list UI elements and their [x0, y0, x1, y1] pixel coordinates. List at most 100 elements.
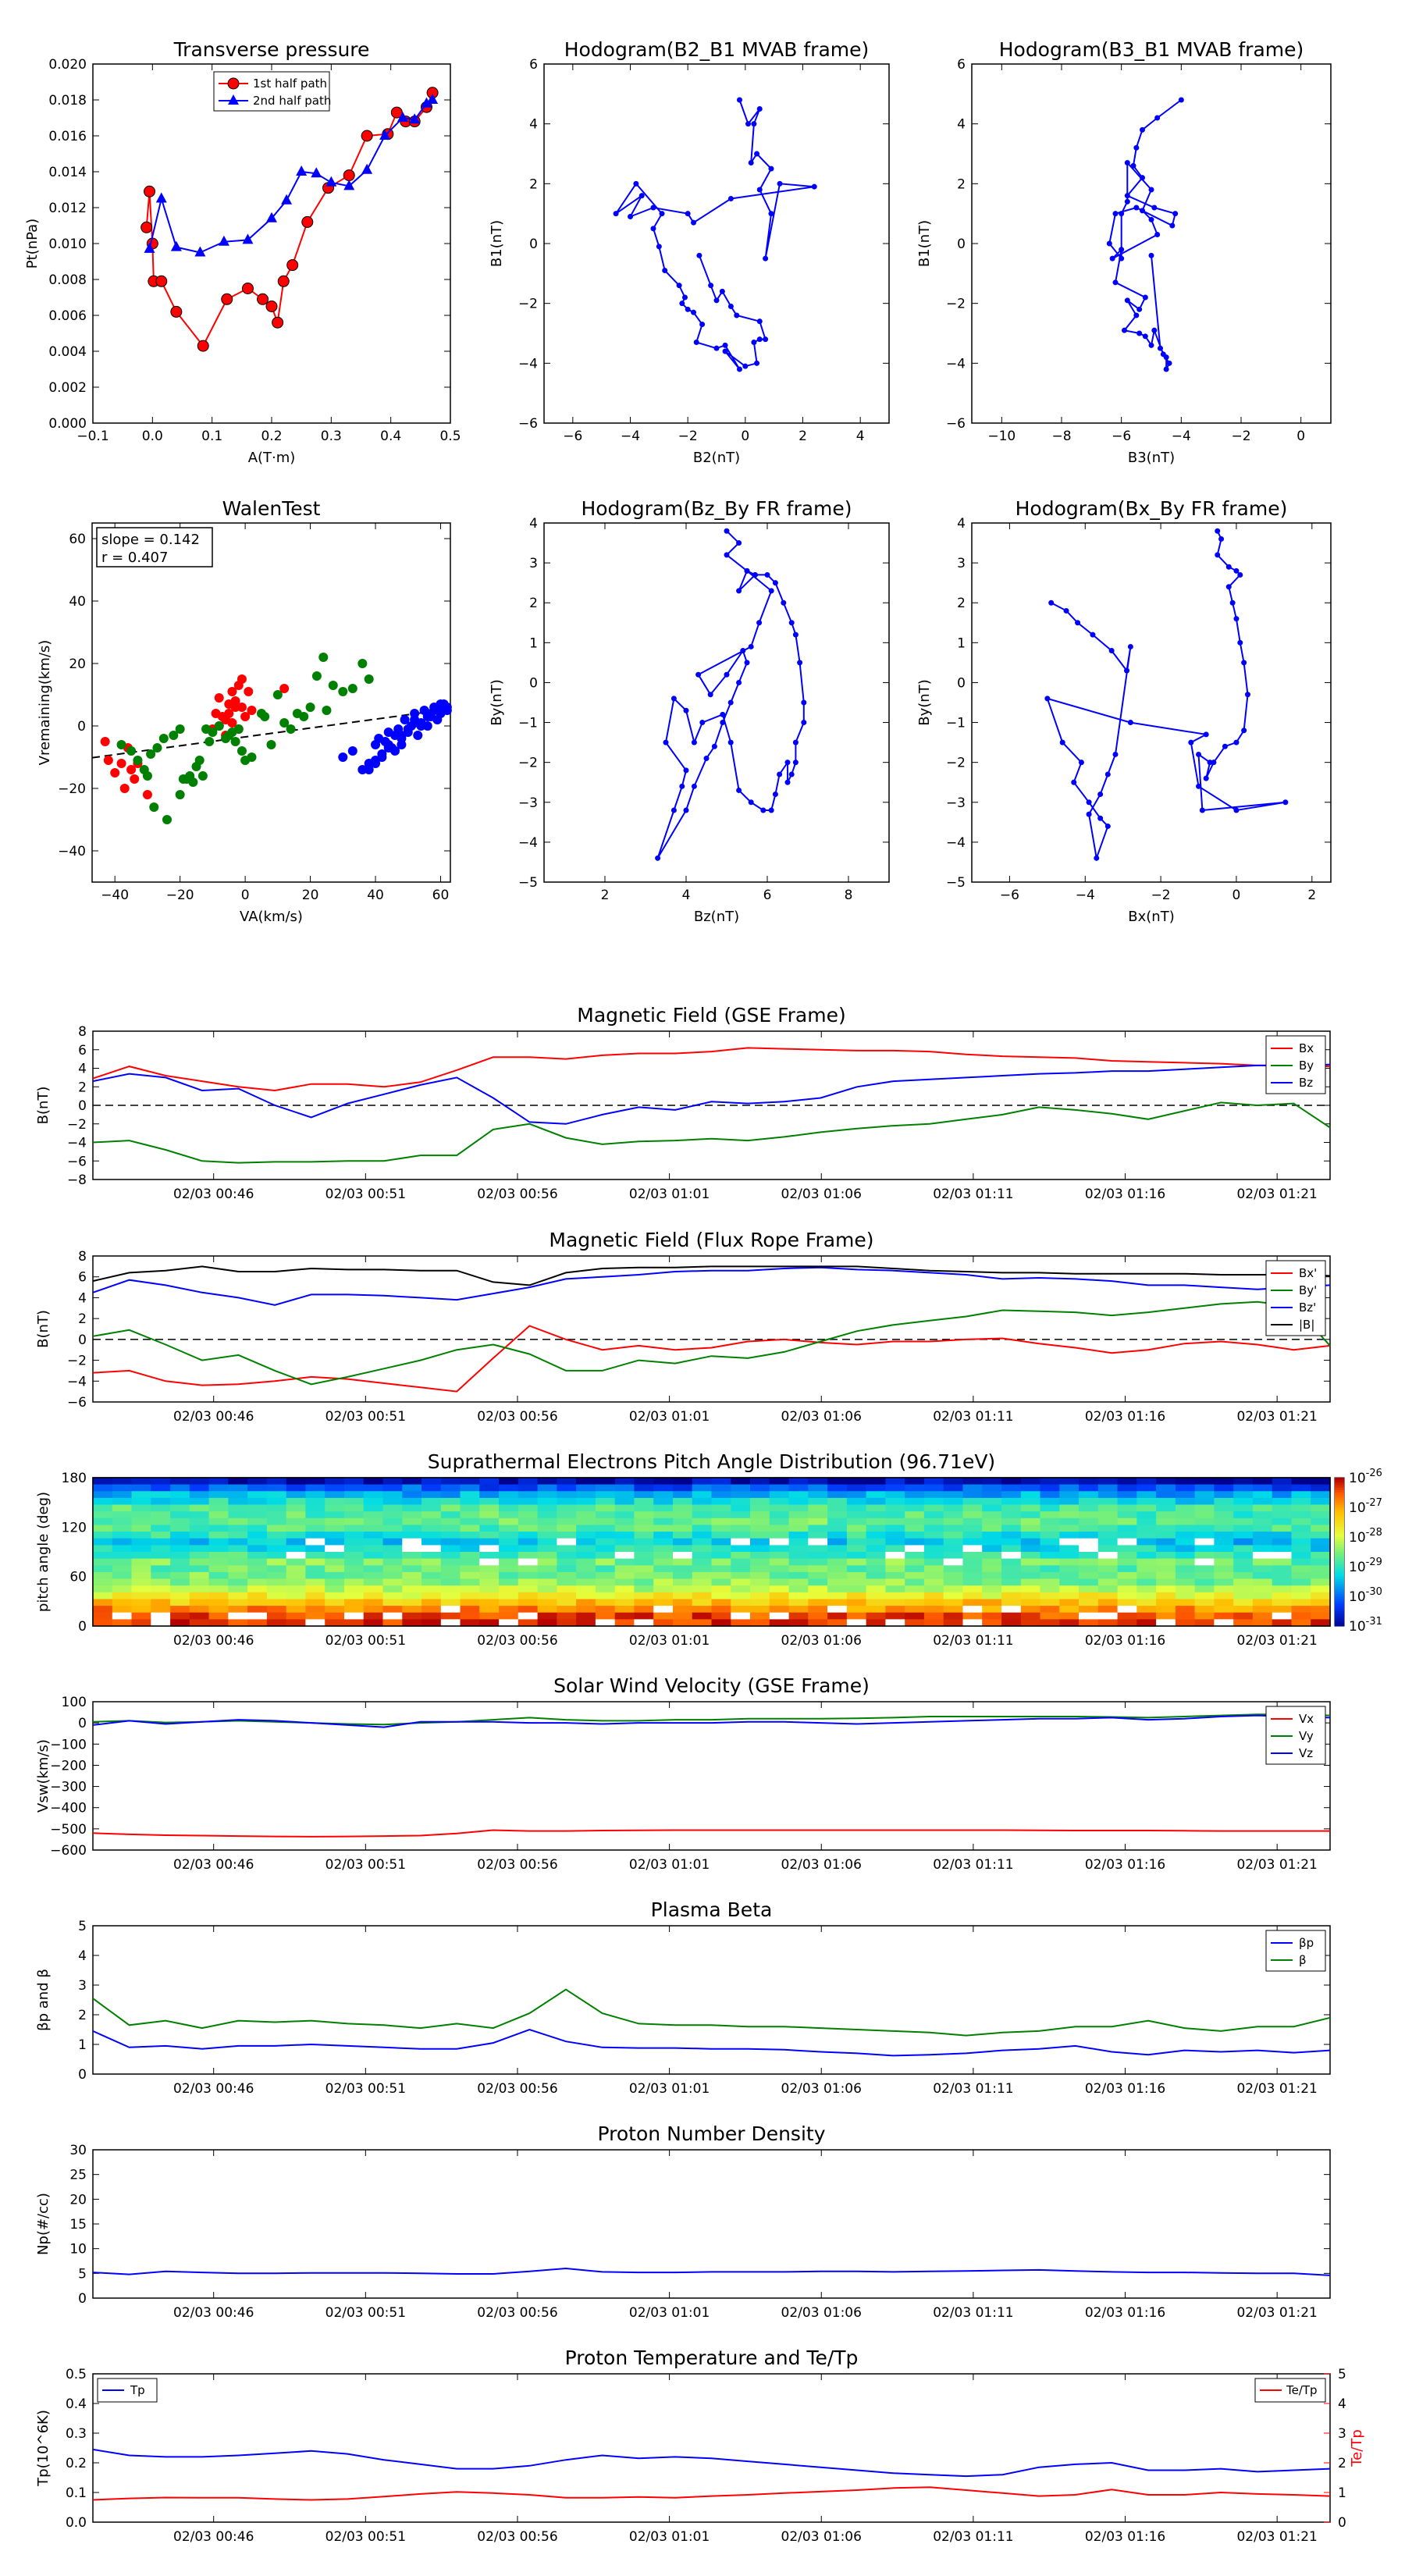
heatmap-cell: [1040, 1478, 1060, 1485]
panel-title-hodo4: Hodogram(Bx_By FR frame): [1016, 497, 1288, 520]
heatmap-cell: [943, 1612, 964, 1620]
heatmap-cell: [344, 1619, 365, 1627]
colorbar-segment: [1335, 1608, 1344, 1612]
heatmap-cell: [479, 1599, 500, 1606]
heatmap-cell: [673, 1612, 693, 1620]
heatmap-cell: [537, 1517, 557, 1525]
heatmap-cell: [614, 1599, 635, 1606]
legend-marker: [228, 94, 239, 105]
heatmap-cell: [363, 1484, 384, 1492]
heatmap-cell: [557, 1578, 577, 1586]
heatmap-cell: [1194, 1504, 1215, 1512]
heatmap-cell: [634, 1619, 654, 1627]
heatmap-cell: [1136, 1592, 1157, 1599]
hodo1-point: [756, 336, 763, 343]
heatmap-cell: [460, 1612, 480, 1620]
y-tick-label: 5: [78, 2266, 87, 2282]
heatmap-cell: [827, 1525, 848, 1532]
heatmap-cell: [885, 1478, 905, 1485]
heatmap-cell: [846, 1606, 867, 1614]
heatmap-cell: [962, 1532, 983, 1539]
heatmap-cell: [1059, 1478, 1080, 1485]
walen-scatter-point: [240, 712, 251, 721]
x-tick-label: −6: [563, 429, 582, 444]
heatmap-cell: [982, 1592, 1002, 1599]
transverse-point: [296, 165, 308, 176]
heatmap-cell: [1175, 1491, 1196, 1499]
y-tick-label: 0: [78, 1716, 87, 1731]
heatmap-cell: [711, 1592, 731, 1599]
colorbar-segment: [1335, 1539, 1344, 1542]
panel-title-tp: Proton Temperature and Te/Tp: [565, 2347, 859, 2369]
heatmap-cell: [1136, 1585, 1157, 1593]
heatmap-cell: [769, 1532, 790, 1539]
walen-scatter-point: [214, 721, 224, 731]
heatmap-cell: [305, 1525, 325, 1532]
heatmap-cell: [440, 1517, 461, 1525]
colorbar-exponent: -26: [1366, 1468, 1382, 1479]
hodo2-point: [1148, 342, 1154, 348]
colorbar-segment: [1335, 1567, 1344, 1570]
hodo4-point: [1090, 632, 1096, 638]
hodo1-point: [691, 309, 697, 315]
colorbar-segment: [1335, 1623, 1344, 1627]
y-tick-label: −4: [518, 356, 538, 372]
heatmap-cell: [93, 1491, 113, 1499]
heatmap-cell: [1079, 1517, 1099, 1525]
heatmap-cell: [982, 1606, 1002, 1614]
heatmap-cell: [653, 1606, 674, 1614]
heatmap-cell: [788, 1558, 809, 1566]
heatmap-cell: [1311, 1558, 1331, 1566]
bfr-series-|B|-line: [92, 1265, 1331, 1286]
heatmap-cell: [266, 1504, 287, 1512]
heatmap-cell: [1291, 1558, 1311, 1566]
heatmap-cell: [1001, 1612, 1022, 1620]
time-tick-label: 02/03 00:46: [173, 2529, 254, 2545]
heatmap-cell: [1291, 1504, 1311, 1512]
heatmap-cell: [1291, 1497, 1311, 1506]
walen-scatter-point: [318, 653, 329, 662]
heatmap-cell: [982, 1517, 1002, 1525]
heatmap-cell: [750, 1511, 770, 1519]
heatmap-cell: [402, 1558, 422, 1566]
heatmap-cell: [1001, 1491, 1022, 1499]
hodo4-point: [1203, 775, 1209, 781]
heatmap-cell: [286, 1504, 307, 1512]
heatmap-cell: [422, 1478, 442, 1485]
heatmap-cell: [923, 1585, 944, 1593]
colorbar-tick-label: 10-26: [1349, 1468, 1382, 1486]
heatmap-cell: [866, 1491, 886, 1499]
y-tick-label: 15: [69, 2217, 87, 2233]
heatmap-cell: [499, 1517, 519, 1525]
hodo3-point: [736, 679, 742, 685]
heatmap-cell: [788, 1491, 809, 1499]
heatmap-cell: [286, 1491, 307, 1499]
hodo3-point: [784, 779, 791, 785]
heatmap-cell: [1252, 1612, 1273, 1620]
hodo4-point: [1108, 648, 1115, 654]
walen-scatter-point: [247, 753, 257, 762]
heatmap-cell: [923, 1571, 944, 1580]
heatmap-cell: [247, 1599, 268, 1606]
heatmap-cell: [692, 1538, 713, 1546]
heatmap-cell: [440, 1511, 461, 1519]
heatmap-cell: [1001, 1599, 1022, 1606]
heatmap-cell: [731, 1606, 751, 1614]
heatmap-cell: [112, 1592, 133, 1599]
y-tick-label: 4: [529, 516, 538, 532]
colorbar-segment: [1335, 1495, 1344, 1498]
heatmap-cell: [769, 1511, 790, 1519]
legend-label: Bx': [1299, 1266, 1317, 1280]
x-tick-label: −20: [166, 888, 194, 903]
hodo1-point: [727, 304, 734, 309]
y-tick-label: 180: [62, 1471, 87, 1486]
heatmap-cell: [731, 1592, 751, 1599]
heatmap-cell: [1311, 1484, 1331, 1492]
heatmap-cell: [1079, 1484, 1099, 1492]
heatmap-cell: [479, 1571, 500, 1580]
heatmap-cell: [595, 1545, 616, 1553]
beta-frame: [92, 1925, 1331, 2075]
heatmap-cell: [808, 1592, 828, 1599]
heatmap-cell: [634, 1592, 654, 1599]
heatmap-cell: [1097, 1606, 1119, 1614]
